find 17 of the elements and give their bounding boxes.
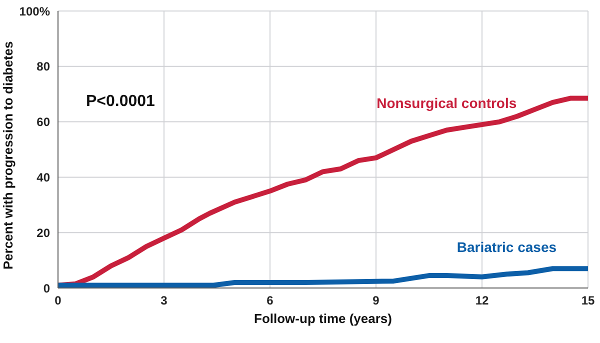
- y-tick-label: 40: [36, 170, 50, 184]
- y-tick-label: 80: [36, 60, 50, 74]
- x-tick-label: 9: [372, 294, 380, 308]
- y-tick-label: 60: [36, 115, 50, 130]
- x-tick-label: 15: [581, 294, 595, 308]
- y-tick-label: 20: [36, 226, 50, 240]
- x-tick-label: 12: [475, 294, 489, 308]
- y-tick-label: 0: [43, 281, 50, 296]
- annotation: P<0.0001: [86, 93, 156, 110]
- x-axis-title: Follow-up time (years): [254, 311, 392, 326]
- x-tick-label: 0: [54, 294, 62, 308]
- x-tick-label: 3: [160, 294, 168, 308]
- y-tick-label: 100%: [19, 4, 50, 18]
- x-tick-label: 6: [266, 294, 274, 308]
- y-axis-title: Percent with progression to diabetes: [0, 41, 16, 270]
- series-label: Nonsurgical controls: [376, 95, 517, 112]
- series-label: Bariatric cases: [456, 239, 557, 256]
